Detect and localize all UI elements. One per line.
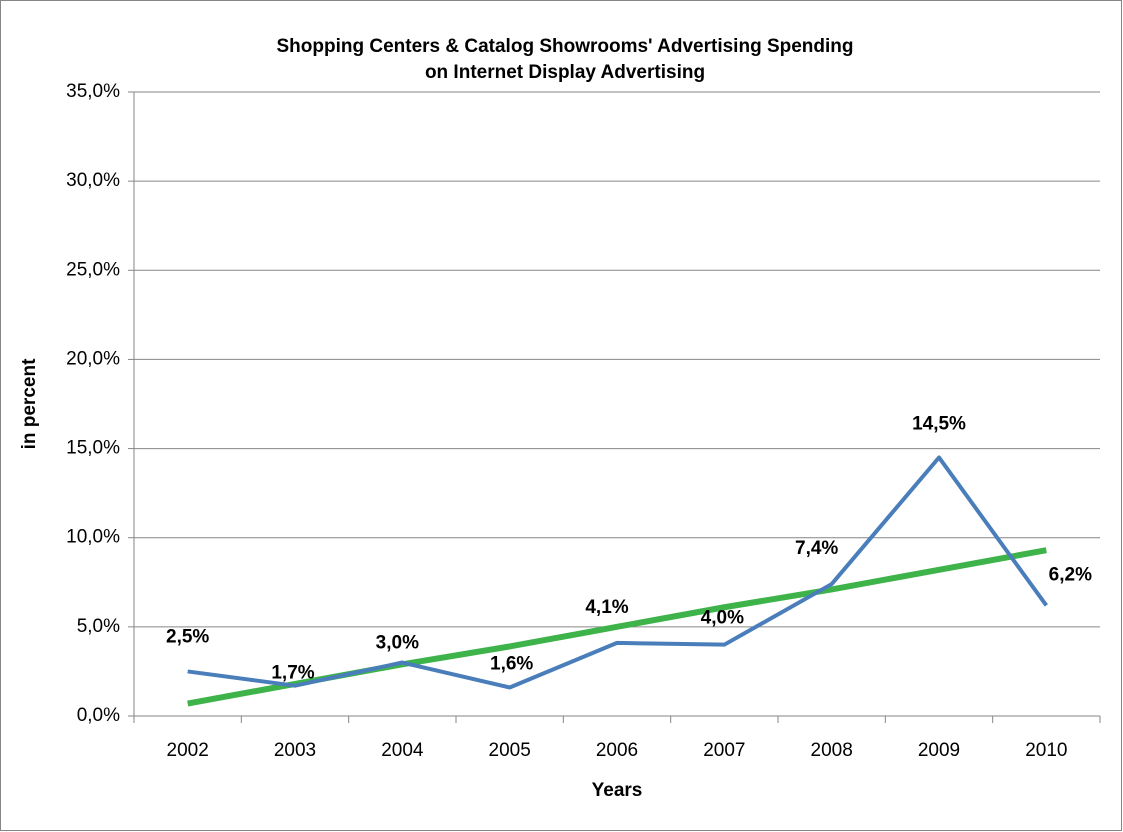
y-tick-label: 25,0% <box>66 259 120 280</box>
data-label: 1,6% <box>490 653 533 674</box>
x-tick-label: 2005 <box>489 740 531 761</box>
x-tick-label: 2002 <box>167 740 209 761</box>
x-tick-label: 2006 <box>596 740 638 761</box>
chart-title: Shopping Centers & Catalog Showrooms' Ad… <box>276 36 853 57</box>
data-label: 1,7% <box>271 663 314 684</box>
y-tick-label: 30,0% <box>66 170 120 191</box>
x-tick-label: 2008 <box>811 740 853 761</box>
x-tick-label: 2009 <box>918 740 960 761</box>
chart-title: on Internet Display Advertising <box>425 62 705 83</box>
y-tick-label: 35,0% <box>66 81 120 102</box>
y-tick-label: 20,0% <box>66 348 120 369</box>
y-axis-title: in percent <box>19 358 40 449</box>
data-line <box>187 455 1048 690</box>
data-label: 2,5% <box>166 626 209 647</box>
y-tick-label: 0,0% <box>77 705 120 726</box>
y-tick-label: 15,0% <box>66 438 120 459</box>
y-tick-label: 10,0% <box>66 527 120 548</box>
x-tick-label: 2003 <box>274 740 316 761</box>
x-axis-title: Years <box>592 780 643 801</box>
data-label: 6,2% <box>1049 564 1092 585</box>
data-label: 4,0% <box>701 608 744 629</box>
x-tick-label: 2004 <box>381 740 424 761</box>
x-tick-label: 2010 <box>1025 740 1067 761</box>
data-label: 3,0% <box>376 633 419 654</box>
data-label: 4,1% <box>585 597 628 618</box>
data-label: 7,4% <box>795 538 838 559</box>
data-label: 14,5% <box>912 414 966 435</box>
x-tick-label: 2007 <box>703 740 745 761</box>
y-tick-label: 5,0% <box>77 616 120 637</box>
